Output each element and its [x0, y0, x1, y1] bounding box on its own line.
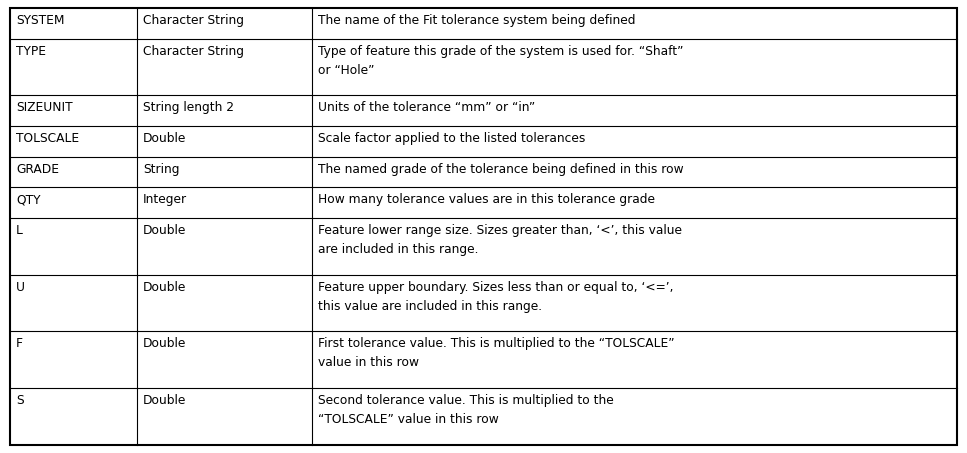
Text: First tolerance value. This is multiplied to the “TOLSCALE”
value in this row: First tolerance value. This is multiplie…	[318, 337, 675, 369]
Text: SYSTEM: SYSTEM	[16, 14, 65, 27]
Text: Double: Double	[143, 337, 187, 350]
Text: F: F	[16, 337, 23, 350]
Text: How many tolerance values are in this tolerance grade: How many tolerance values are in this to…	[318, 193, 655, 206]
Text: TOLSCALE: TOLSCALE	[16, 132, 79, 145]
Text: Character String: Character String	[143, 14, 244, 27]
Text: Double: Double	[143, 394, 187, 407]
Text: QTY: QTY	[16, 193, 41, 206]
Text: String length 2: String length 2	[143, 101, 234, 115]
Text: SIZEUNIT: SIZEUNIT	[16, 101, 73, 115]
Text: S: S	[16, 394, 23, 407]
Text: The named grade of the tolerance being defined in this row: The named grade of the tolerance being d…	[318, 163, 684, 176]
Text: Double: Double	[143, 280, 187, 294]
Text: Second tolerance value. This is multiplied to the
“TOLSCALE” value in this row: Second tolerance value. This is multipli…	[318, 394, 614, 426]
Text: Scale factor applied to the listed tolerances: Scale factor applied to the listed toler…	[318, 132, 585, 145]
Text: U: U	[16, 280, 25, 294]
Text: Integer: Integer	[143, 193, 187, 206]
Text: The name of the Fit tolerance system being defined: The name of the Fit tolerance system bei…	[318, 14, 635, 27]
Text: Double: Double	[143, 224, 187, 237]
Text: TYPE: TYPE	[16, 44, 46, 58]
Text: Type of feature this grade of the system is used for. “Shaft”
or “Hole”: Type of feature this grade of the system…	[318, 44, 684, 77]
Text: L: L	[16, 224, 23, 237]
Text: Units of the tolerance “mm” or “in”: Units of the tolerance “mm” or “in”	[318, 101, 536, 115]
Text: Feature lower range size. Sizes greater than, ‘<’, this value
are included in th: Feature lower range size. Sizes greater …	[318, 224, 682, 256]
Text: Double: Double	[143, 132, 187, 145]
Text: Feature upper boundary. Sizes less than or equal to, ‘<=’,
this value are includ: Feature upper boundary. Sizes less than …	[318, 280, 674, 313]
Text: String: String	[143, 163, 180, 176]
Text: GRADE: GRADE	[16, 163, 59, 176]
Text: Character String: Character String	[143, 44, 244, 58]
